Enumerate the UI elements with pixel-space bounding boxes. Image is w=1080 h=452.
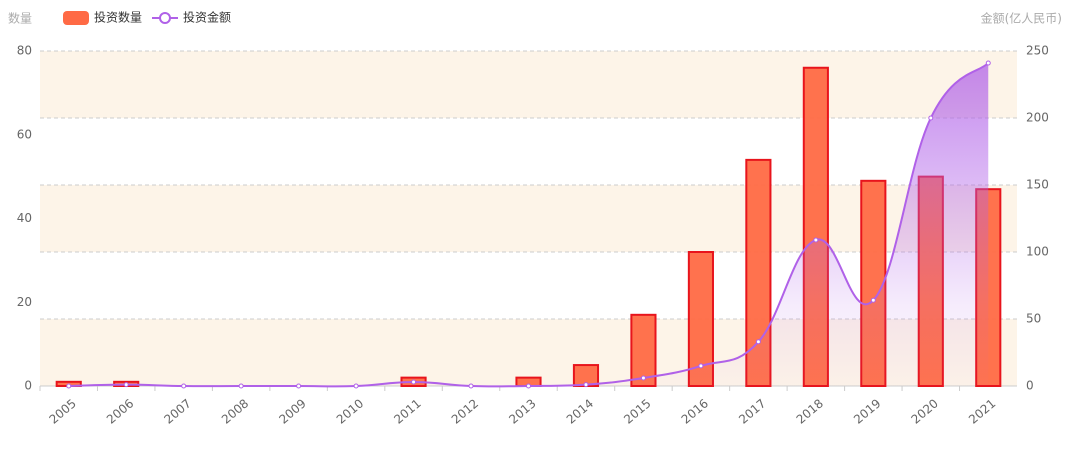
point [755, 339, 761, 345]
y2-tick-label: 50 [1026, 312, 1041, 326]
x-tick-label: 2010 [334, 396, 366, 426]
x-tick-label: 2011 [391, 396, 423, 426]
area [68, 63, 989, 387]
x-tick-label: 2021 [966, 396, 998, 426]
x-tick-label: 2005 [47, 396, 79, 426]
point [870, 297, 876, 303]
point [411, 379, 417, 385]
x-tick-label: 2018 [794, 396, 826, 426]
legend-text: 投资金额 [183, 10, 231, 25]
point [526, 383, 531, 389]
point [583, 382, 589, 388]
legend-text: 投资数量 [94, 10, 142, 25]
x-tick-label: 2007 [161, 396, 193, 426]
split-area [40, 185, 1017, 252]
y-tick-label: 20 [17, 295, 32, 309]
x-tick-label: 2013 [506, 396, 538, 426]
point [640, 375, 646, 381]
y-tick-label: 40 [17, 211, 32, 225]
point [238, 383, 244, 389]
x-tick-label: 2012 [449, 396, 481, 426]
y2-tick-label: 200 [1026, 111, 1049, 125]
y2-tick-label: 150 [1026, 178, 1049, 192]
x-tick-label: 2015 [621, 396, 653, 426]
point [296, 383, 302, 389]
y-tick-label: 80 [17, 44, 32, 58]
point [985, 60, 991, 66]
x-tick-label: 2008 [219, 396, 251, 426]
y2-tick-label: 100 [1026, 245, 1049, 259]
x-tick-label: 2014 [564, 396, 596, 426]
point [353, 383, 359, 389]
x-tick-label: 2020 [909, 396, 941, 426]
y2-tick-label: 250 [1026, 44, 1049, 58]
bar [630, 313, 657, 387]
split-area [40, 51, 1017, 118]
point [813, 237, 819, 243]
point [698, 363, 704, 369]
point [468, 383, 474, 389]
x-tick-label: 2006 [104, 396, 136, 426]
y-axis-name: 数量 [8, 11, 32, 26]
x-tick-label: 2019 [851, 396, 883, 426]
point [928, 115, 934, 121]
y-tick-label: 0 [24, 379, 32, 393]
legend-swatch [159, 12, 171, 24]
point [66, 383, 72, 389]
x-tick-label: 2016 [679, 396, 711, 426]
legend-swatch [63, 11, 89, 25]
y-tick-label: 60 [17, 127, 32, 141]
point [181, 383, 187, 389]
y2-axis-name: 金额(亿人民币) [981, 11, 1062, 26]
point [123, 382, 129, 388]
x-tick-label: 2009 [276, 396, 308, 426]
x-tick-label: 2017 [736, 396, 768, 426]
y2-tick-label: 0 [1026, 379, 1034, 393]
